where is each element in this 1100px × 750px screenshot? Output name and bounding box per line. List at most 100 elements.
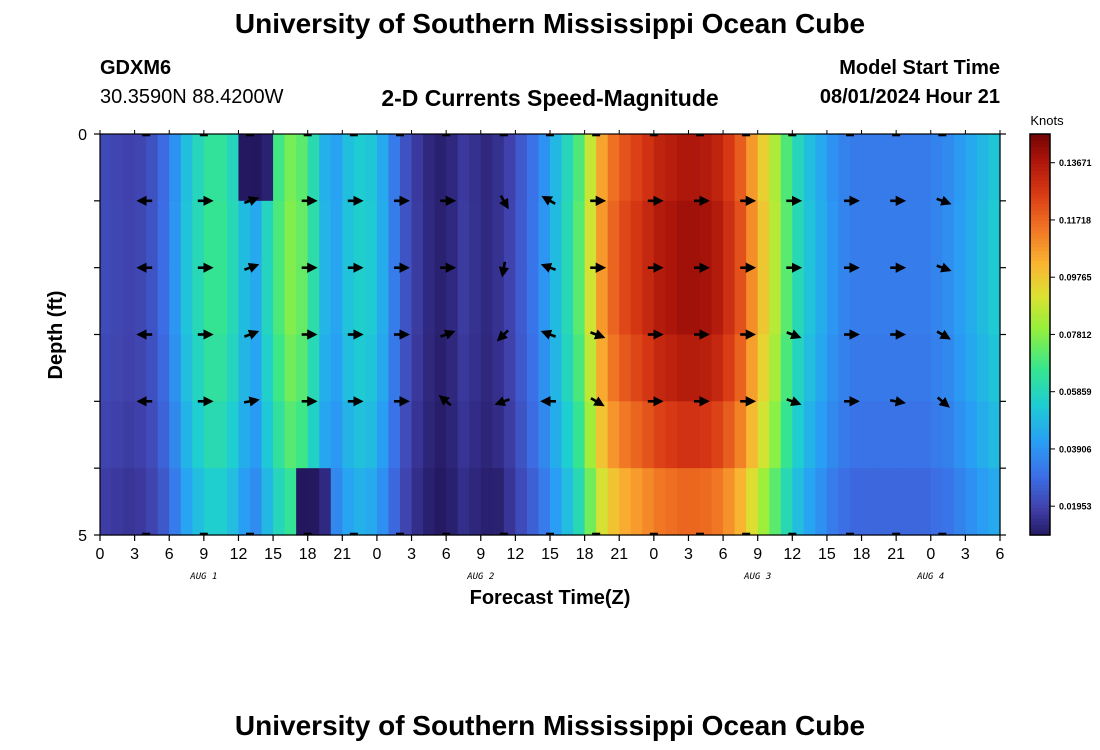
heatmap-cell	[619, 334, 632, 402]
heatmap-cell	[157, 468, 170, 536]
date-label: AUG 1	[189, 572, 217, 582]
current-vector-arrow	[786, 396, 802, 407]
x-tick-label: 0	[926, 546, 935, 563]
heatmap-cell	[192, 134, 205, 202]
heatmap-cell	[769, 401, 782, 469]
heatmap-cell	[492, 267, 505, 336]
heatmap-cell	[250, 468, 263, 536]
heatmap-cell	[238, 401, 251, 469]
heatmap-cell	[180, 468, 193, 536]
heatmap-cell	[676, 468, 690, 536]
heatmap-cell	[100, 468, 113, 536]
heatmap-cell	[884, 267, 897, 336]
colorbar-swatch	[1030, 397, 1050, 402]
heatmap-cell	[792, 200, 805, 269]
heatmap-cell	[723, 468, 736, 536]
colorbar-swatch	[1030, 217, 1050, 222]
colorbar-swatch	[1030, 247, 1050, 252]
model-start-value: 08/01/2024 Hour 21	[819, 86, 1000, 108]
heatmap-cell	[492, 134, 505, 202]
heatmap-cell	[746, 134, 759, 202]
heatmap-cell	[411, 334, 424, 402]
heatmap-cell	[238, 267, 251, 336]
heatmap-cell	[815, 334, 828, 402]
heatmap-cell	[423, 334, 436, 402]
heatmap-cell	[965, 267, 978, 336]
heatmap-cell	[342, 334, 355, 402]
heatmap-cell	[434, 334, 447, 402]
colorbar-swatch	[1030, 357, 1050, 362]
heatmap-cell	[850, 334, 863, 402]
heatmap-cell	[330, 401, 343, 469]
heatmap-cell	[480, 267, 493, 336]
heatmap-cell	[550, 200, 563, 269]
heatmap-cell	[919, 468, 932, 536]
heatmap-cell	[953, 401, 966, 469]
colorbar-swatch	[1030, 257, 1050, 262]
heatmap-cell	[988, 334, 1001, 402]
heatmap-cell	[642, 267, 655, 336]
heatmap-cell	[192, 334, 205, 402]
heatmap-cell	[584, 200, 597, 269]
heatmap-cell	[792, 134, 805, 202]
colorbar-swatch	[1030, 401, 1050, 406]
heatmap-cell	[688, 468, 701, 536]
heatmap-cell	[365, 468, 378, 536]
heatmap-cell	[342, 468, 355, 536]
x-tick-label: 18	[299, 546, 317, 563]
heatmap-cell	[480, 200, 493, 269]
heatmap-cell	[226, 267, 240, 336]
model-start-label: Model Start Time	[839, 57, 1000, 79]
heatmap-cell	[446, 468, 459, 536]
heatmap-cell	[930, 200, 943, 269]
colorbar-swatch	[1030, 321, 1050, 326]
heatmap-cell	[215, 468, 228, 536]
heatmap-cell	[607, 401, 620, 469]
y-tick-label: 0	[78, 127, 87, 144]
heatmap-cell	[180, 200, 193, 269]
footer-title: University of Southern Mississippi Ocean…	[234, 710, 866, 741]
date-label: AUG 4	[916, 572, 944, 582]
heatmap-cell	[273, 267, 286, 336]
heatmap-cell	[226, 401, 240, 469]
colorbar-swatch	[1030, 314, 1050, 319]
heatmap-cell	[573, 267, 586, 336]
colorbar-swatch	[1030, 438, 1050, 443]
colorbar-swatch	[1030, 347, 1050, 352]
colorbar-swatch	[1030, 200, 1050, 205]
heatmap-cell	[653, 200, 666, 269]
heatmap-cell	[930, 267, 943, 336]
heatmap-cell	[319, 468, 332, 536]
colorbar-swatch	[1030, 514, 1050, 519]
heatmap-cell	[676, 334, 690, 402]
heatmap-cell	[688, 401, 701, 469]
heatmap-cell	[526, 468, 540, 536]
heatmap-cell	[711, 267, 724, 336]
heatmap-cell	[792, 334, 805, 402]
heatmap-cell	[365, 334, 378, 402]
colorbar-swatch	[1030, 478, 1050, 483]
heatmap-cell	[157, 200, 170, 269]
heatmap-cell	[273, 134, 286, 202]
heatmap-cell	[515, 200, 528, 269]
heatmap-cell	[365, 134, 378, 202]
heatmap-cell	[850, 401, 863, 469]
heatmap-cell	[457, 134, 470, 202]
heatmap-cell	[596, 134, 609, 202]
colorbar-swatch	[1030, 421, 1050, 426]
heatmap-cell	[446, 200, 459, 269]
heatmap-cell	[215, 334, 228, 402]
heatmap-cell	[792, 267, 805, 336]
heatmap-cell	[134, 200, 147, 269]
heatmap-cell	[596, 468, 609, 536]
colorbar-swatch	[1030, 227, 1050, 232]
heatmap-cell	[215, 401, 228, 469]
colorbar-swatch	[1030, 327, 1050, 332]
heatmap-cell	[342, 267, 355, 336]
x-tick-label: 3	[130, 546, 139, 563]
heatmap-cell	[803, 134, 816, 202]
heatmap-cell	[100, 134, 113, 202]
colorbar-swatch	[1030, 157, 1050, 162]
colorbar-swatch	[1030, 324, 1050, 329]
heatmap-cell	[573, 334, 586, 402]
